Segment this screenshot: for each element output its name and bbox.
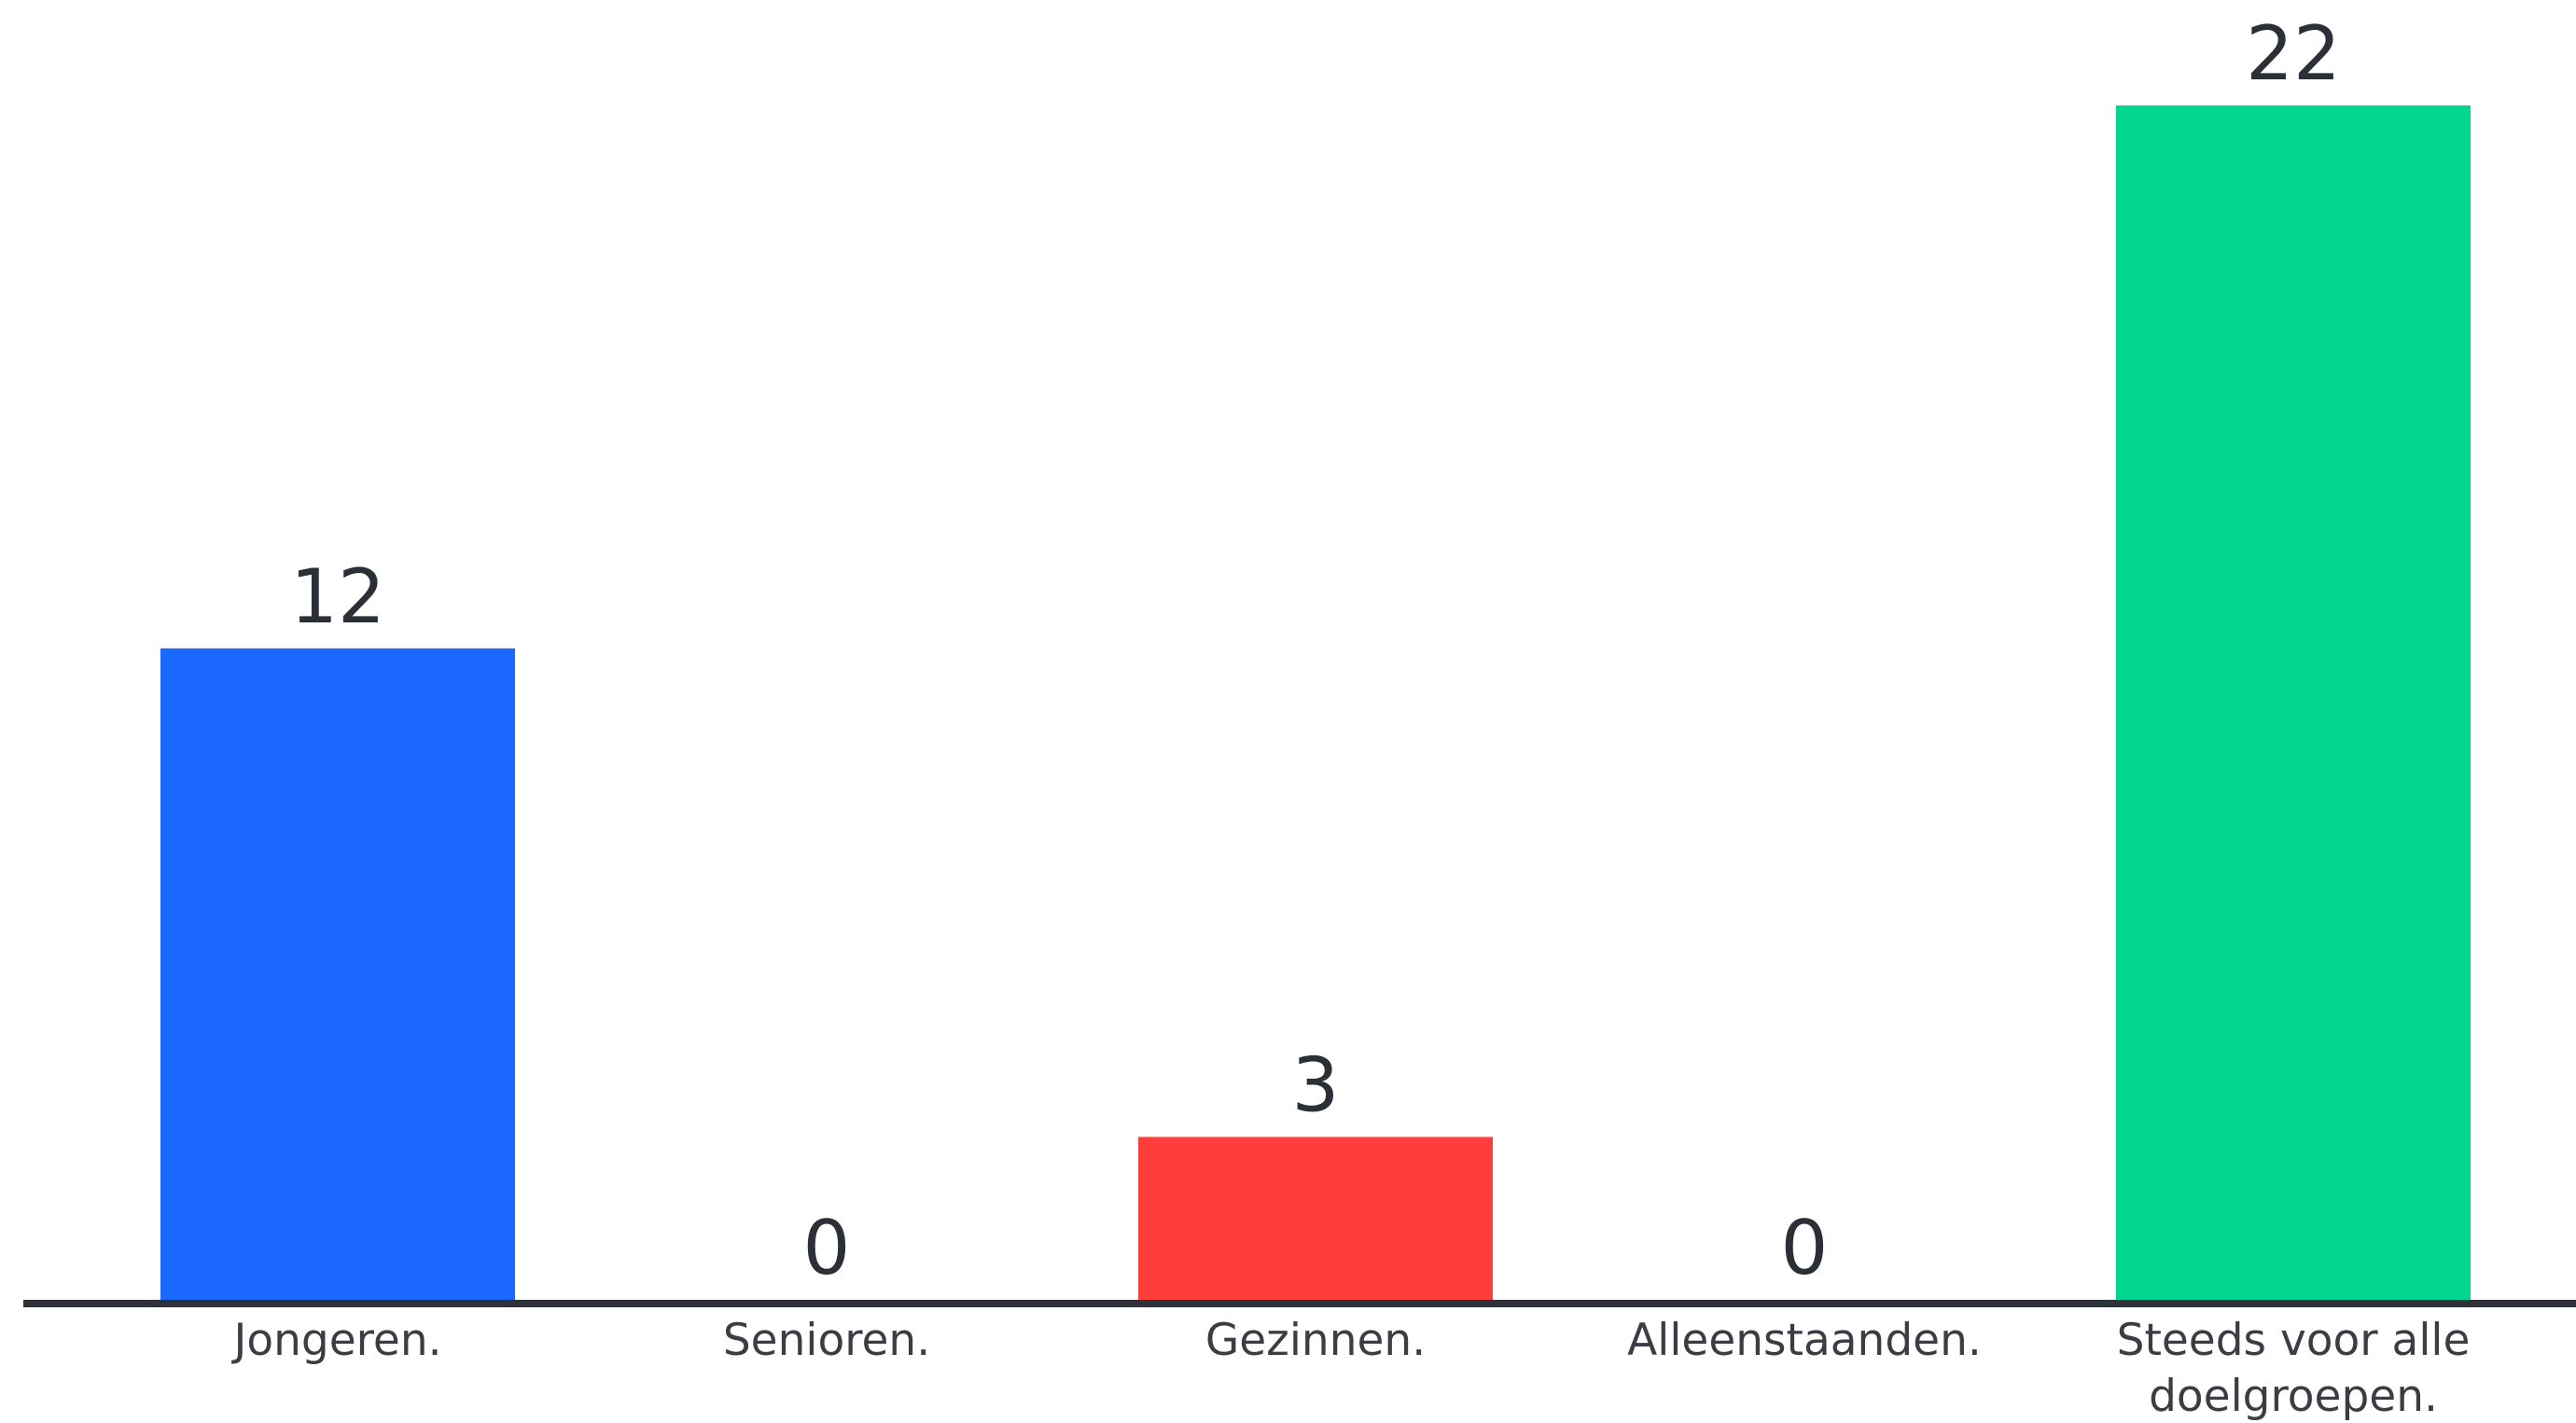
category-label-line: Gezinnen. xyxy=(1205,1315,1426,1366)
bar-5 xyxy=(2116,105,2471,1300)
category-label-line: Jongeren. xyxy=(230,1315,441,1366)
category-label-line: Senioren. xyxy=(723,1315,930,1366)
category-label-5: Steeds voor alle doelgroepen. xyxy=(2117,1315,2471,1422)
category-label-line: Steeds voor alle xyxy=(2117,1315,2471,1366)
category-labels-layer: Jongeren. Senioren. Gezinnen. Alleenstaande… xyxy=(230,1315,2470,1422)
value-label-4: 0 xyxy=(1781,1205,1829,1291)
category-label-line: doelgroepen. xyxy=(2149,1371,2438,1422)
category-label-1: Jongeren. xyxy=(230,1315,441,1366)
category-label-3: Gezinnen. xyxy=(1205,1315,1426,1366)
bar-3 xyxy=(1138,1137,1493,1300)
value-label-2: 0 xyxy=(803,1205,851,1291)
value-label-1: 12 xyxy=(290,553,385,640)
category-label-4: Alleenstaanden. xyxy=(1627,1315,1982,1366)
bar-1 xyxy=(160,648,515,1300)
category-label-line: Alleenstaanden. xyxy=(1627,1315,1982,1366)
value-labels-layer: 12 0 3 0 22 xyxy=(290,10,2341,1291)
value-label-3: 3 xyxy=(1292,1041,1340,1128)
bars-layer xyxy=(160,105,2471,1300)
value-label-5: 22 xyxy=(2246,10,2341,97)
category-label-2: Senioren. xyxy=(723,1315,930,1366)
